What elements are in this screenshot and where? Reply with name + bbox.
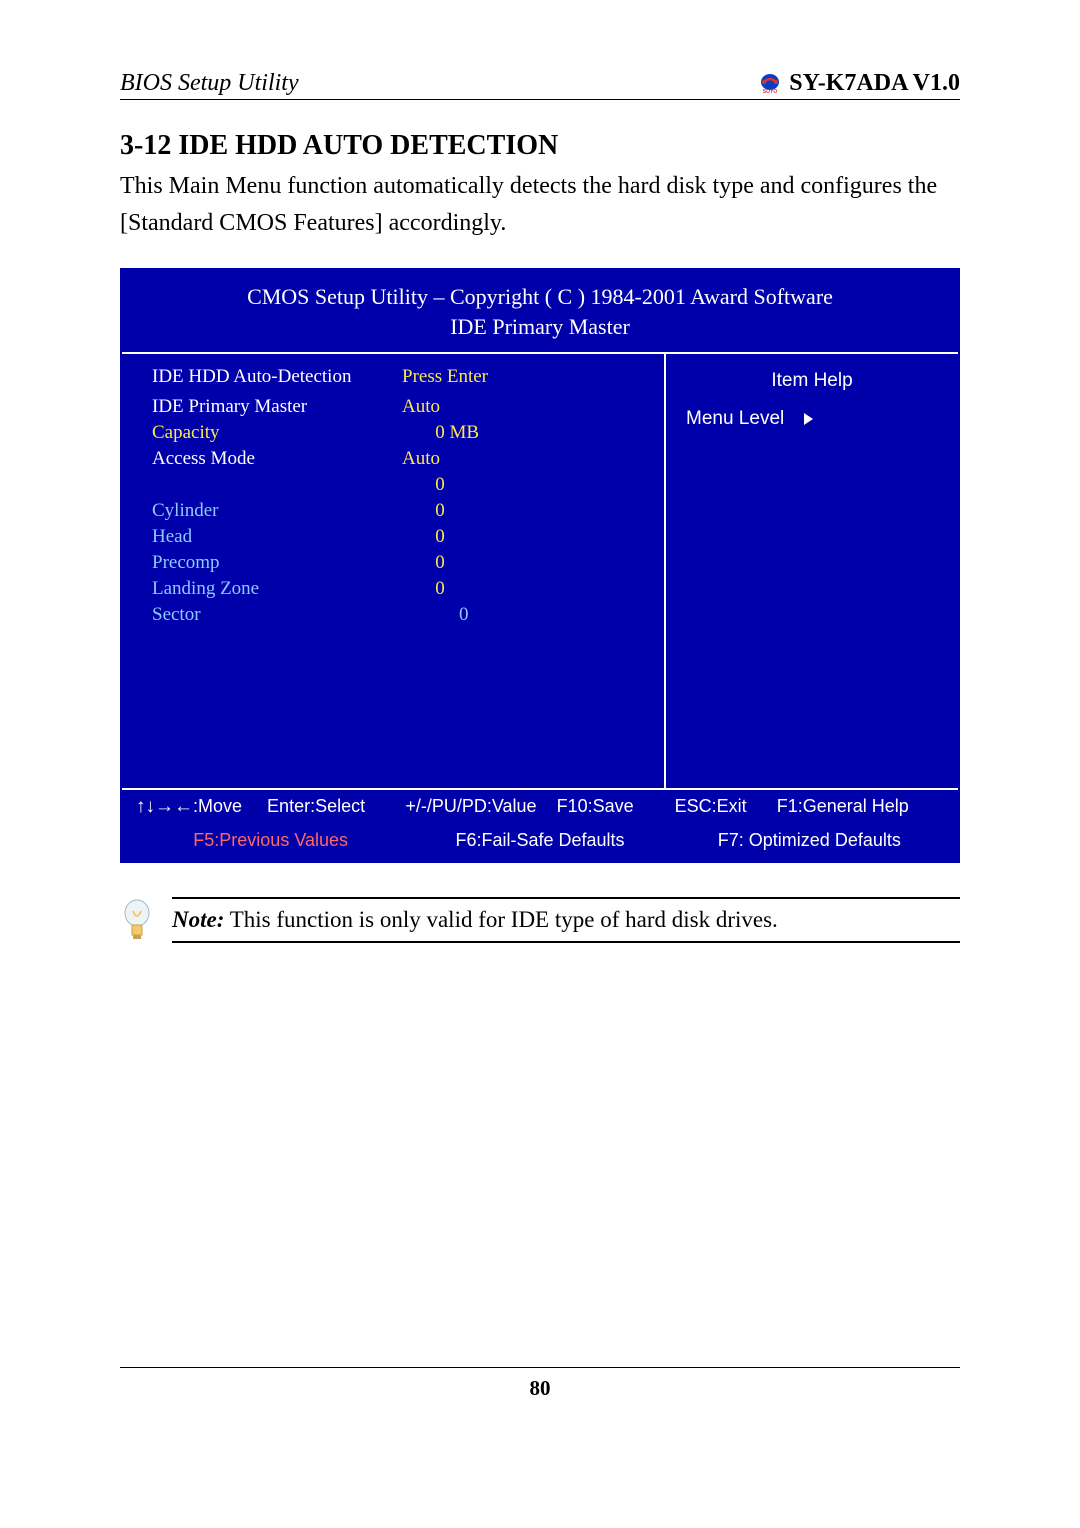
setting-label: Precomp [122, 550, 398, 576]
note-prefix: Note: [172, 907, 224, 932]
setting-value: 0 [398, 472, 664, 498]
key-f7: F7: Optimized Defaults [675, 830, 944, 851]
table-row[interactable]: IDE Primary MasterAuto [122, 394, 664, 420]
table-row[interactable]: Precomp 0 [122, 550, 664, 576]
triangle-right-icon [804, 413, 813, 425]
header-left: BIOS Setup Utility [120, 70, 299, 97]
bios-settings-pane: IDE HDD Auto-DetectionPress EnterIDE Pri… [122, 354, 666, 788]
lightbulb-icon [120, 897, 154, 947]
setting-label: Sector [122, 602, 398, 628]
bios-window: CMOS Setup Utility – Copyright ( C ) 198… [120, 268, 960, 862]
setting-value: Auto [398, 394, 664, 420]
setting-value: 0 [398, 524, 664, 550]
menu-level-label: Menu Level [686, 408, 784, 429]
table-row[interactable]: Head 0 [122, 524, 664, 550]
setting-label: IDE HDD Auto-Detection [122, 364, 398, 390]
setting-label: Head [122, 524, 398, 550]
setting-value: 0 MB [398, 420, 664, 446]
page-number: 80 [530, 1376, 551, 1400]
setting-label: Cylinder [122, 498, 398, 524]
setting-label: Access Mode [122, 446, 398, 472]
key-f5: F5:Previous Values [136, 830, 405, 851]
table-row[interactable]: Access ModeAuto [122, 446, 664, 472]
setting-label: IDE Primary Master [122, 394, 398, 420]
settings-table[interactable]: IDE HDD Auto-DetectionPress EnterIDE Pri… [122, 364, 664, 628]
bios-help-pane: Item Help Menu Level [666, 354, 958, 788]
section-intro: This Main Menu function automatically de… [120, 168, 960, 242]
setting-value: Auto [398, 446, 664, 472]
setting-value: Press Enter [398, 364, 664, 390]
key-exit-help: ESC:Exit F1:General Help [675, 796, 944, 817]
header-right: SOYO SY-K7ADA V1.0 [757, 70, 960, 97]
bios-footer-keys-2: F5:Previous Values F6:Fail-Safe Defaults… [122, 824, 958, 861]
table-row[interactable]: Capacity 0 MB [122, 420, 664, 446]
bios-title: CMOS Setup Utility – Copyright ( C ) 198… [122, 270, 958, 351]
page-header: BIOS Setup Utility SOYO SY-K7ADA V1.0 [120, 70, 960, 100]
key-f10: F10:Save [557, 796, 634, 816]
svg-text:SOYO: SOYO [763, 89, 778, 95]
setting-value: 0 [398, 550, 664, 576]
menu-level: Menu Level [682, 408, 942, 430]
setting-label [122, 472, 398, 498]
table-row[interactable]: Landing Zone 0 [122, 576, 664, 602]
table-row[interactable]: IDE HDD Auto-DetectionPress Enter [122, 364, 664, 390]
soyo-logo-icon: SOYO [757, 73, 783, 95]
key-f6: F6:Fail-Safe Defaults [405, 830, 674, 851]
key-enter: Enter:Select [267, 796, 365, 816]
setting-value: 0 [398, 576, 664, 602]
note-text: Note: This function is only valid for ID… [172, 897, 960, 943]
setting-value: 0 [398, 498, 664, 524]
model-label: SY-K7ADA V1.0 [789, 70, 960, 97]
item-help-title: Item Help [682, 364, 942, 408]
key-f1: F1:General Help [777, 796, 909, 816]
table-row[interactable]: 0 [122, 472, 664, 498]
note-row: Note: This function is only valid for ID… [120, 897, 960, 947]
bios-title-line1: CMOS Setup Utility – Copyright ( C ) 198… [130, 282, 950, 312]
key-move: ↑↓→←:Move Enter:Select [136, 796, 405, 818]
setting-label: Capacity [122, 420, 398, 446]
table-row[interactable]: Cylinder 0 [122, 498, 664, 524]
setting-value: 0 [398, 602, 664, 628]
page-footer: 80 [120, 1367, 960, 1401]
bios-title-line2: IDE Primary Master [130, 312, 950, 342]
key-esc: ESC:Exit [675, 796, 747, 816]
arrow-keys-icon: ↑↓→← [136, 796, 193, 817]
section-title: 3-12 IDE HDD AUTO DETECTION [120, 130, 960, 162]
table-row[interactable]: Sector 0 [122, 602, 664, 628]
key-pupd: +/-/PU/PD:Value F10:Save [405, 796, 674, 817]
setting-label: Landing Zone [122, 576, 398, 602]
note-body: This function is only valid for IDE type… [224, 907, 777, 932]
bios-footer-keys-1: ↑↓→←:Move Enter:Select +/-/PU/PD:Value F… [122, 790, 958, 824]
